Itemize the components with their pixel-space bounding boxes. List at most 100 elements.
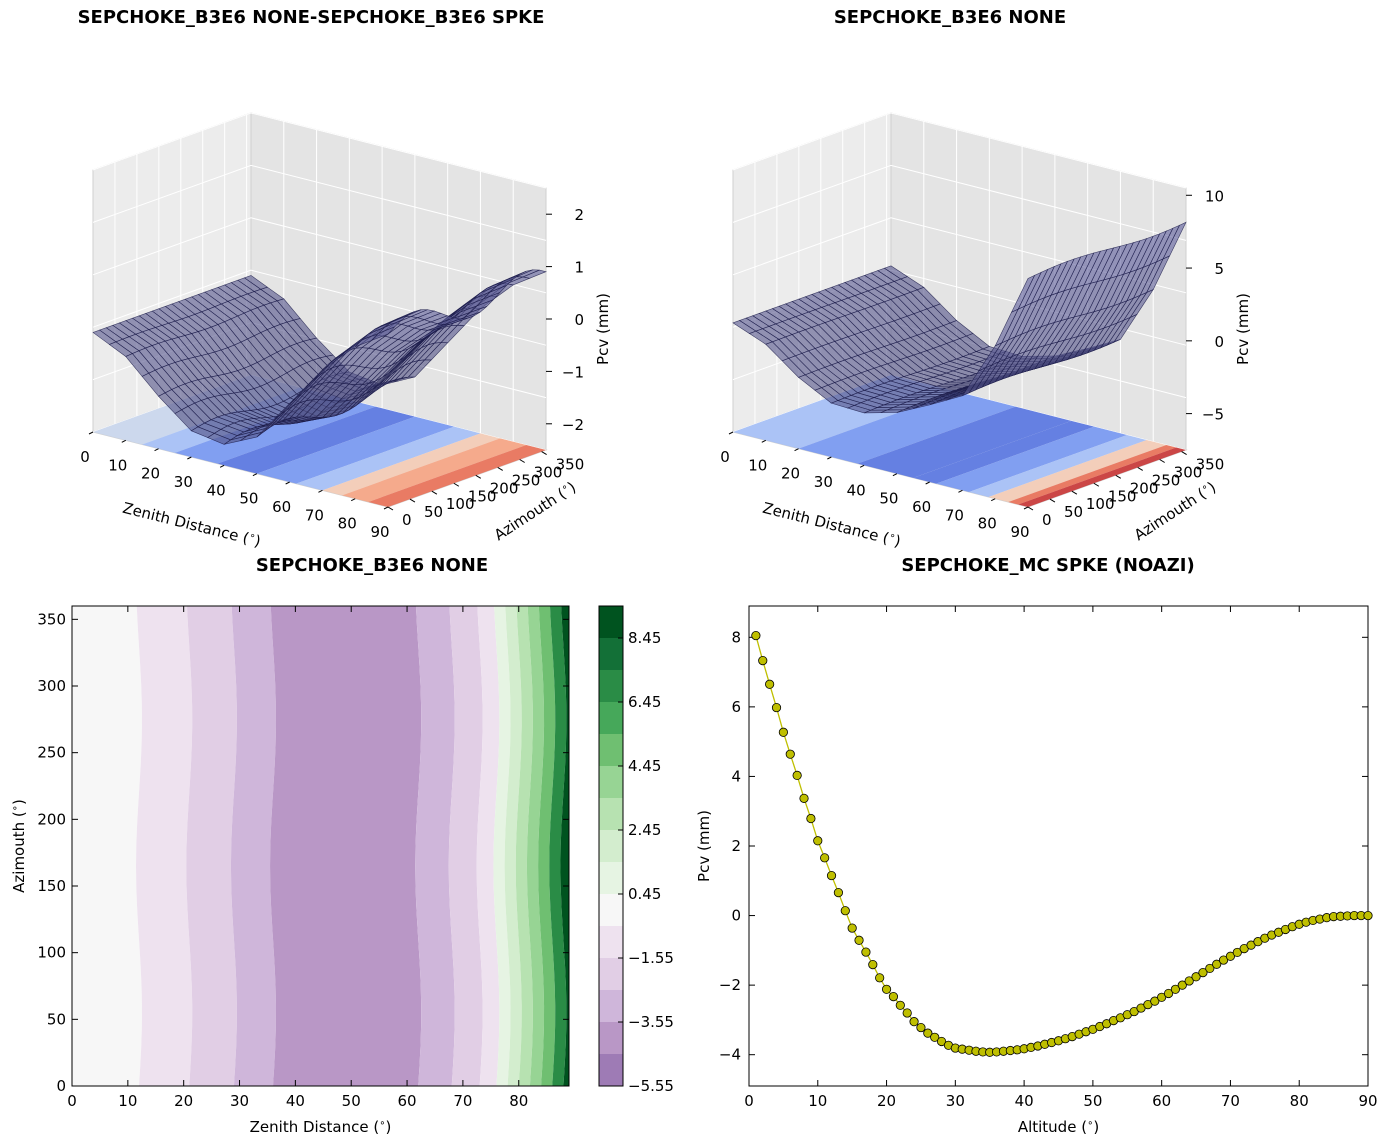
colorbar-segment (599, 670, 623, 702)
x-tick-label: 40 (847, 481, 866, 499)
y-tick-label: 350 (556, 456, 585, 474)
data-point (1232, 947, 1242, 958)
y-tick-label: 200 (1130, 479, 1159, 497)
plot-frame (748, 605, 1369, 1087)
colorbar-segment (599, 734, 623, 766)
colorbar-segment (599, 958, 623, 990)
floor-contour-band (342, 438, 527, 502)
heatmap-band (476, 606, 500, 1086)
x-tick-label: 50 (879, 490, 898, 508)
heatmap-y-tick-label: 350 (37, 610, 66, 628)
plot-y-tick-label: −4 (719, 1046, 741, 1064)
y-tick-label: 0 (402, 511, 412, 529)
heatmap-y-tick-label: 300 (37, 677, 66, 695)
colorbar-frame (598, 605, 624, 1087)
data-point (785, 749, 795, 759)
y-tick-label: 200 (490, 479, 519, 497)
y-tick (1093, 482, 1100, 487)
floor-contour-band (296, 426, 481, 491)
heatmap-x-tick-label: 30 (230, 1092, 249, 1110)
colorbar-segment (599, 894, 623, 926)
y-tick-label: 250 (512, 471, 541, 489)
colorbar-tick-label: 4.45 (628, 757, 661, 775)
data-point (1212, 959, 1222, 969)
heatmap-band (72, 606, 142, 1086)
y-tick (1137, 466, 1143, 471)
colorbar-tick-label: 6.45 (628, 693, 661, 711)
heatmap-band (538, 606, 556, 1086)
colorbar-tick-label: −1.55 (628, 949, 674, 967)
data-point (1157, 992, 1167, 1002)
heatmap-y-tick-label: 150 (37, 877, 66, 895)
plot-x-tick-label: 60 (1152, 1092, 1171, 1110)
floor-contour-band (798, 391, 1016, 464)
x-tick-label: 80 (338, 515, 357, 533)
z-tick-label: 10 (1205, 187, 1224, 205)
data-point (888, 992, 899, 1002)
data-point (868, 960, 878, 970)
heatmap-x-axis-label: Zenith Distance (∘) (250, 1118, 392, 1136)
heatmap-band (560, 606, 569, 1086)
x-tick (219, 464, 225, 468)
floor-contour-band (217, 406, 415, 474)
plot-x-tick-label: 50 (1083, 1092, 1102, 1110)
z-axis-label: Pcv (mm) (594, 293, 612, 365)
heatmap-y-tick-label: 0 (56, 1077, 66, 1095)
y-tick-label: 250 (1152, 471, 1181, 489)
data-point (875, 973, 885, 983)
colorbar-segment (599, 702, 623, 734)
x-tick (252, 473, 258, 477)
colorbar-segment (599, 1022, 623, 1054)
heatmap-y-tick-label: 250 (37, 744, 66, 762)
floor-contour-band (1018, 447, 1186, 507)
colorbar-segment (599, 830, 623, 862)
heatmap-x-tick-label: 80 (509, 1092, 528, 1110)
x-tick-label: 90 (1010, 523, 1029, 541)
data-point (820, 853, 830, 863)
y-tick (497, 466, 503, 471)
colorbar-segment (599, 798, 623, 830)
data-point (813, 836, 823, 846)
floor-contour-band (368, 445, 546, 507)
surface-facet (1010, 274, 1036, 313)
data-point (923, 1028, 933, 1038)
heatmap-x-tick-label: 0 (67, 1092, 77, 1110)
plot-x-tick-label: 20 (877, 1092, 896, 1110)
heatmap-x-tick-label: 40 (286, 1092, 305, 1110)
x-tick-label: 50 (239, 490, 258, 508)
y-tick (519, 459, 525, 463)
heatmap-band (526, 606, 545, 1086)
y-tick-label: 150 (468, 487, 497, 505)
data-point (1205, 963, 1215, 974)
y-tick-label: 100 (446, 495, 475, 513)
data-point (778, 727, 788, 737)
plot-y-tick-label: 6 (731, 698, 741, 716)
plot-y-axis-label: Pcv (mm) (695, 810, 713, 882)
x-tick-label: 60 (912, 498, 931, 516)
x-tick-label: 70 (305, 506, 324, 524)
heatmap-x-tick-label: 60 (398, 1092, 417, 1110)
x-tick (187, 456, 192, 460)
x-tick (925, 481, 930, 485)
x-tick-label: 90 (370, 523, 389, 541)
data-point (806, 813, 816, 824)
data-point (751, 630, 761, 641)
data-point (909, 1017, 919, 1027)
z-tick-label: 1 (574, 259, 584, 277)
data-point (895, 1000, 905, 1010)
x-tick-label: 60 (272, 498, 291, 516)
plot-x-tick-label: 80 (1290, 1092, 1309, 1110)
z-tick-label: 0 (1214, 333, 1224, 351)
heatmap-band (504, 606, 522, 1086)
floor-contour-band (256, 416, 455, 484)
x-tick-label: 20 (781, 465, 800, 483)
data-point (1225, 951, 1236, 961)
x-tick (728, 431, 734, 435)
title-top-right: SEPCHOKE_B3E6 NONE (833, 7, 1067, 28)
x-tick-label: 30 (814, 473, 833, 491)
y-tick-label: 350 (1196, 456, 1225, 474)
y-tick (453, 482, 460, 487)
data-point (1198, 968, 1208, 978)
x-tick (318, 489, 323, 493)
floor-contour-band (936, 426, 1127, 492)
